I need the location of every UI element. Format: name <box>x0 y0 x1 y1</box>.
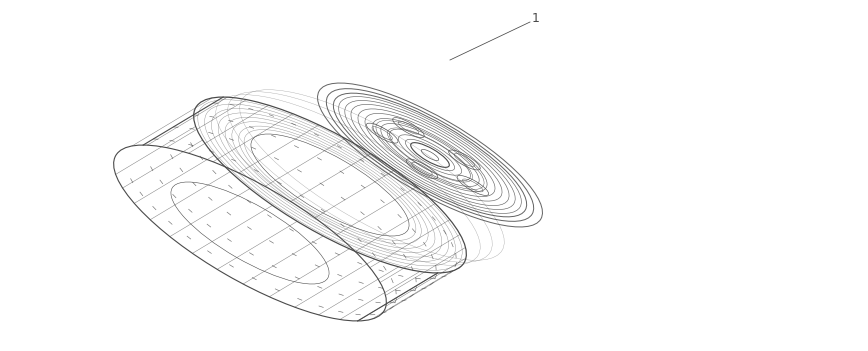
Text: 1: 1 <box>532 12 540 25</box>
